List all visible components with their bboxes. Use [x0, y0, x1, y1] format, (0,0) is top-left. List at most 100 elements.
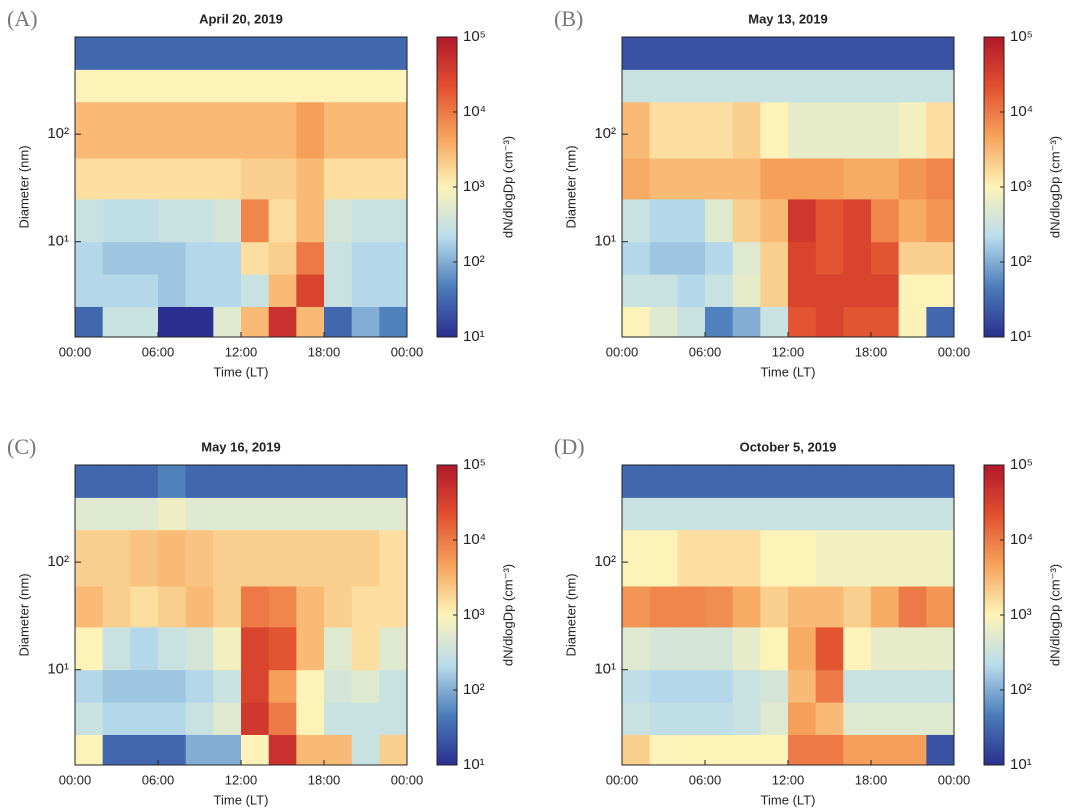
heat-cell — [75, 497, 104, 531]
heat-cell — [379, 626, 408, 671]
heat-cell — [351, 306, 380, 338]
heat-cell — [871, 37, 900, 70]
heat-cell — [351, 274, 380, 307]
heat-cell — [75, 274, 104, 307]
heat-cell — [324, 241, 353, 275]
heat-cell — [732, 157, 761, 200]
heat-cell — [213, 465, 242, 498]
heat-cell — [213, 37, 242, 70]
heat-cell — [241, 69, 270, 103]
heat-cell — [158, 585, 187, 628]
heat-cell — [102, 529, 131, 587]
heat-cell — [130, 702, 159, 735]
heat-cell — [158, 734, 187, 766]
heat-cell — [185, 734, 214, 766]
colorbar-tick-label: 10² — [463, 681, 485, 698]
heat-cell — [815, 585, 844, 628]
heat-cell — [677, 306, 706, 338]
heat-cell — [241, 626, 270, 671]
heat-cell — [324, 274, 353, 307]
panel-title: May 13, 2019 — [748, 11, 828, 26]
heat-cell — [677, 198, 706, 243]
colorbar-label: dN/dlogDp (cm⁻³) — [500, 564, 515, 666]
heat-cell — [185, 69, 214, 103]
heat-cell — [75, 101, 104, 159]
heat-cell — [898, 157, 927, 200]
heat-cell — [815, 198, 844, 243]
heat-cell — [213, 306, 242, 338]
heat-cell — [815, 37, 844, 70]
heat-cell — [926, 157, 955, 200]
heat-cell — [296, 497, 325, 531]
heat-cell — [788, 734, 817, 766]
heat-cell — [185, 497, 214, 531]
panel: (B) May 13, 2019 00:00 06:00 12:00 18:00 00:00… — [554, 6, 1062, 379]
heat-cell — [296, 37, 325, 70]
heat-cell — [213, 497, 242, 531]
heat-cell — [926, 274, 955, 307]
heat-cell — [75, 69, 104, 103]
heat-cell — [213, 585, 242, 628]
heat-cell — [843, 157, 872, 200]
heat-cell — [379, 274, 408, 307]
heat-cell — [649, 101, 678, 159]
heat-cell — [871, 157, 900, 200]
heat-cell — [649, 241, 678, 275]
heat-cell — [705, 157, 734, 200]
heat-cell — [324, 101, 353, 159]
heat-cell — [102, 626, 131, 671]
heat-cell — [102, 101, 131, 159]
panel-label: (D) — [554, 434, 585, 459]
heat-cell — [185, 274, 214, 307]
heat-cell — [130, 669, 159, 703]
heat-cell — [241, 529, 270, 587]
heat-cell — [788, 465, 817, 498]
heat-cell — [351, 101, 380, 159]
heat-cell — [649, 465, 678, 498]
heat-cell — [213, 626, 242, 671]
heat-cell — [622, 69, 651, 103]
heat-cell — [296, 585, 325, 628]
heat-cell — [732, 702, 761, 735]
x-tick-label: 00:00 — [391, 344, 424, 359]
colorbar-tick-label: 10⁵ — [1010, 456, 1033, 473]
heat-cell — [871, 669, 900, 703]
heat-cell — [268, 274, 297, 307]
panel-title: April 20, 2019 — [199, 11, 283, 26]
y-tick-label: 10² — [594, 553, 616, 570]
heat-cell — [788, 241, 817, 275]
heat-cell — [926, 626, 955, 671]
colorbar-tick-label: 10⁴ — [463, 531, 486, 548]
heat-cell — [622, 465, 651, 498]
heat-cell — [815, 241, 844, 275]
heat-cell — [898, 529, 927, 587]
y-tick-label: 10² — [594, 125, 616, 142]
heat-cell — [75, 626, 104, 671]
heat-cell — [843, 306, 872, 338]
x-tick-label: 06:00 — [689, 772, 722, 787]
heat-cell — [815, 529, 844, 587]
heat-cell — [75, 585, 104, 628]
colorbar-tick-label: 10³ — [1010, 178, 1032, 195]
heat-cell — [622, 274, 651, 307]
colorbar-tick-label: 10⁴ — [463, 103, 486, 120]
heat-cell — [898, 198, 927, 243]
heat-cell — [871, 465, 900, 498]
colorbar-tick-label: 10¹ — [1010, 328, 1032, 345]
heat-cell — [241, 465, 270, 498]
heat-cell — [760, 274, 789, 307]
heat-cell — [898, 669, 927, 703]
heat-cell — [705, 669, 734, 703]
heat-cell — [732, 465, 761, 498]
heat-cell — [213, 669, 242, 703]
heat-cell — [898, 585, 927, 628]
x-tick-label: 06:00 — [689, 344, 722, 359]
heat-cell — [296, 241, 325, 275]
heat-cell — [926, 585, 955, 628]
heat-cell — [788, 157, 817, 200]
heat-cell — [241, 497, 270, 531]
heat-cell — [324, 585, 353, 628]
heat-cell — [732, 198, 761, 243]
x-tick-label: 12:00 — [225, 772, 258, 787]
heat-cell — [158, 157, 187, 200]
